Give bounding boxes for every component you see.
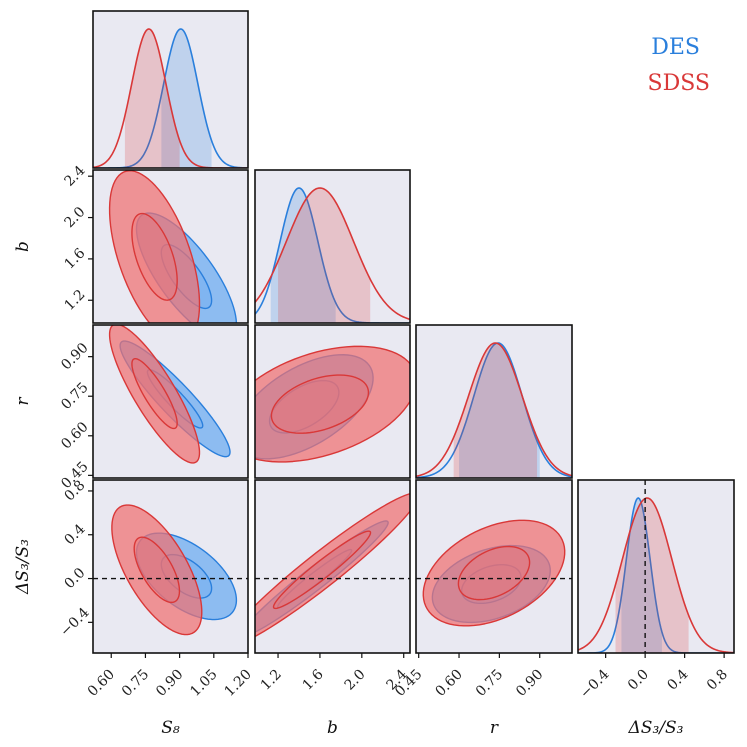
marginal-curve-des — [416, 342, 572, 478]
contour-panel-dS3-vs-r — [415, 479, 573, 654]
x-tick-label-r: 0.75 — [473, 667, 506, 700]
contour-95-sdss — [422, 519, 566, 627]
marginal-band-des — [459, 343, 540, 478]
y-tick-label-dS3: 0.4 — [61, 521, 88, 548]
contour-panel-b-vs-S8 — [92, 169, 249, 324]
x-tick-label-S8: 0.75 — [119, 667, 152, 700]
y-tick-label-r: 0.60 — [58, 419, 91, 452]
marginal-curve-sdss — [416, 342, 572, 478]
panel-frame — [92, 10, 249, 169]
panel-frame — [254, 479, 411, 654]
contour-95-sdss — [108, 325, 201, 464]
marginal-band-sdss — [278, 188, 371, 323]
x-tick-label-dS3: 0.8 — [704, 667, 731, 694]
x-tick-label-dS3: 0.4 — [664, 666, 691, 693]
marginal-curve-sdss — [578, 497, 734, 653]
contour-panel-r-vs-S8 — [92, 324, 249, 479]
x-tick-label-r: 0.60 — [433, 667, 466, 700]
y-tick-label-r: 0.75 — [58, 380, 91, 413]
contour-panel-r-vs-b — [254, 324, 411, 479]
contour-68-sdss — [131, 357, 178, 430]
legend: DES SDSS — [648, 35, 710, 96]
legend-entry-sdss: SDSS — [648, 71, 710, 96]
marginal-band-sdss — [124, 29, 180, 168]
panel-background — [93, 11, 248, 168]
y-tick-label-b: 1.6 — [61, 245, 88, 272]
contour-68-sdss — [272, 530, 372, 610]
panel-frame — [254, 324, 411, 479]
marginal-panel-b — [254, 169, 411, 324]
panel-frame — [577, 479, 735, 654]
contour-68-sdss — [270, 374, 370, 434]
y-tick-label-b: 2.0 — [61, 204, 88, 231]
marginal-band-sdss — [615, 498, 689, 653]
x-axis-label-r: r — [490, 718, 499, 738]
x-axis-label-b: b — [327, 718, 338, 738]
panel-background — [255, 170, 410, 323]
panel-frame — [415, 479, 573, 654]
x-tick-label-S8: 1.05 — [187, 667, 220, 700]
x-tick-label-b: 2.0 — [342, 667, 369, 694]
contour-95-sdss — [111, 504, 203, 636]
x-tick-label-S8: 0.90 — [153, 667, 186, 700]
marginal-curve-des — [578, 497, 734, 653]
panel-frame — [92, 479, 249, 654]
marginal-band-des — [270, 188, 336, 323]
x-axis-label-dS3: ΔS₃/S₃ — [628, 718, 684, 738]
contour-68-sdss — [131, 212, 178, 301]
panel-background — [416, 325, 572, 478]
marginal-panel-S8 — [92, 10, 249, 169]
x-tick-label-S8: 1.20 — [221, 667, 254, 700]
contour-panel-dS3-vs-S8 — [92, 479, 249, 654]
panel-frame — [254, 169, 411, 324]
marginal-panel-r — [415, 324, 573, 479]
contour-panel-dS3-vs-b — [254, 479, 411, 654]
x-tick-label-b: 1.6 — [300, 666, 327, 693]
marginal-band-des — [161, 29, 212, 168]
y-tick-label-b: 1.2 — [61, 287, 88, 314]
marginal-band-des — [621, 498, 662, 653]
marginal-panel-dS3 — [577, 479, 735, 654]
y-axis-label-r: r — [13, 397, 33, 406]
y-tick-label-dS3: −0.4 — [57, 605, 92, 640]
panel-frame — [415, 324, 573, 479]
x-tick-label-dS3: 0.0 — [625, 667, 652, 694]
y-tick-label-dS3: 0.0 — [61, 565, 88, 592]
x-tick-label-dS3: −0.4 — [577, 666, 612, 701]
x-tick-label-b: 1.2 — [258, 667, 285, 694]
x-tick-label-S8: 0.60 — [85, 667, 118, 700]
x-axis-label-S8: S₈ — [161, 718, 180, 738]
y-tick-label-b: 2.4 — [61, 163, 88, 190]
panel-frame — [92, 169, 249, 324]
contour-68-sdss — [457, 545, 531, 601]
y-tick-label-r: 0.90 — [58, 340, 91, 373]
marginal-curve-sdss — [255, 187, 410, 321]
x-tick-label-r: 0.90 — [513, 667, 546, 700]
contour-68-sdss — [133, 536, 181, 604]
legend-entry-des: DES — [651, 35, 700, 60]
marginal-band-sdss — [453, 343, 538, 478]
panel-frame — [92, 324, 249, 479]
y-axis-label-dS3: ΔS₃/S₃ — [13, 539, 33, 595]
y-axis-label-b: b — [13, 241, 33, 252]
